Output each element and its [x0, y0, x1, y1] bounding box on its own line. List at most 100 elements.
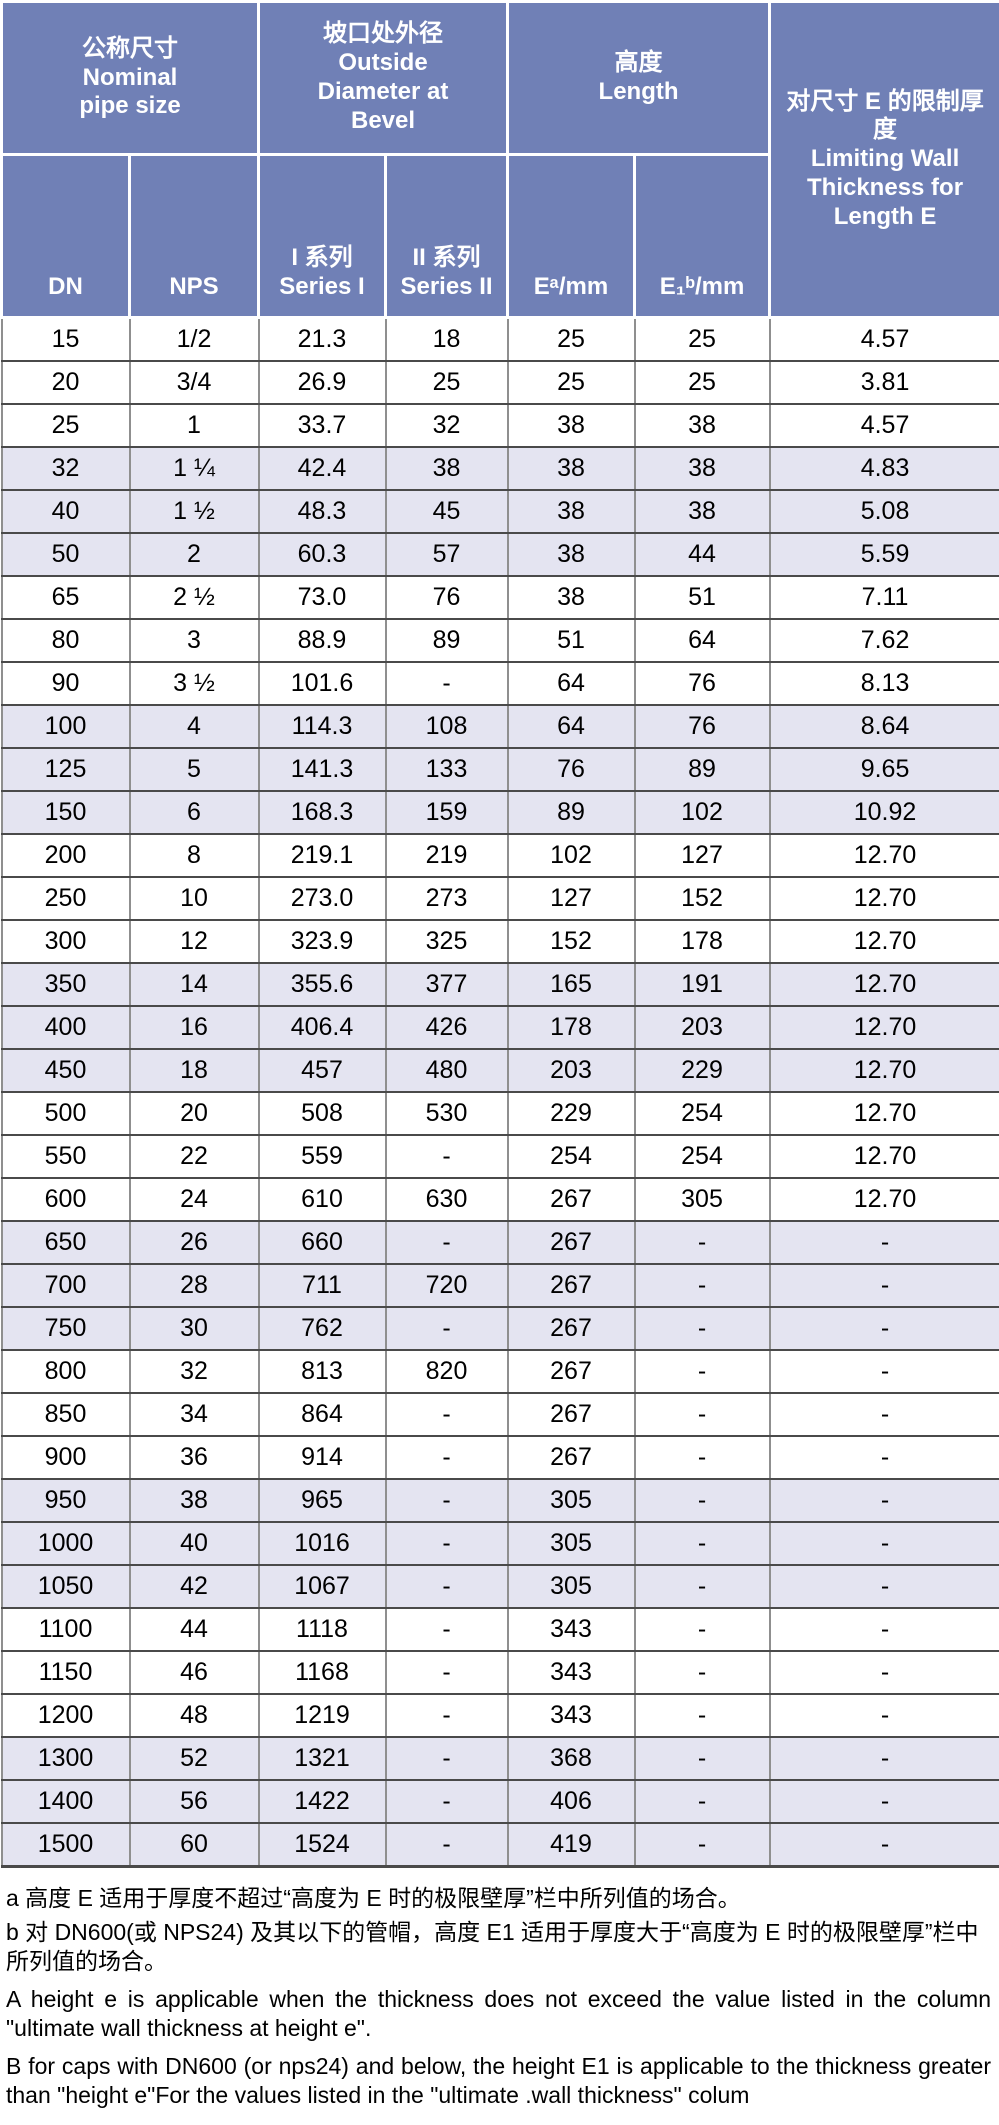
cell-series1: 864: [257, 1392, 387, 1437]
cell-dn: 25: [0, 403, 131, 448]
cell-e-mm: 102: [506, 833, 636, 878]
cell-nps: 26: [128, 1220, 260, 1265]
cell-series2: -: [384, 1693, 509, 1738]
cell-limit-thickness: -: [768, 1779, 999, 1824]
cell-series1: 1016: [257, 1521, 387, 1566]
cell-nps: 32: [128, 1349, 260, 1394]
cell-series1: 457: [257, 1048, 387, 1093]
header-outside-diameter-at-bevel: 坡口处外径 Outside Diameter at Bevel: [256, 0, 510, 156]
cell-e1-mm: -: [633, 1263, 771, 1308]
table-row: 850 34 864-267- -: [0, 1392, 999, 1437]
cell-dn: 550: [0, 1134, 131, 1179]
cell-series2: 159: [384, 790, 509, 835]
cell-e-mm: 267: [506, 1392, 636, 1437]
cell-e1-mm: 76: [633, 704, 771, 749]
cell-series1: 1219: [257, 1693, 387, 1738]
cell-limit-thickness: -: [768, 1435, 999, 1480]
cell-series2: 630: [384, 1177, 509, 1222]
cell-series1: 48.3: [257, 489, 387, 534]
cell-dn: 250: [0, 876, 131, 921]
footnote-b-en: B for caps with DN600 (or nps24) and bel…: [6, 2052, 991, 2108]
cell-nps: 2 ½: [128, 575, 260, 620]
cell-nps: 1 ½: [128, 489, 260, 534]
cell-limit-thickness: 4.57: [768, 403, 999, 448]
cell-series2: -: [384, 1134, 509, 1179]
header-sub-row: DN NPS I 系列 Series I II 系列 Series II Eᵃ/…: [0, 153, 999, 319]
cell-dn: 20: [0, 360, 131, 405]
cell-dn: 750: [0, 1306, 131, 1351]
cell-series1: 88.9: [257, 618, 387, 663]
cell-e-mm: 267: [506, 1306, 636, 1351]
cell-series2: -: [384, 1435, 509, 1480]
cell-e1-mm: -: [633, 1564, 771, 1609]
cell-series2: -: [384, 1392, 509, 1437]
cell-e-mm: 343: [506, 1693, 636, 1738]
cell-dn: 600: [0, 1177, 131, 1222]
cell-nps: 18: [128, 1048, 260, 1093]
cell-dn: 1000: [0, 1521, 131, 1566]
cell-series2: -: [384, 1220, 509, 1265]
cell-dn: 32: [0, 446, 131, 491]
cell-series1: 355.6: [257, 962, 387, 1007]
table-row: 900 36 914-267- -: [0, 1435, 999, 1480]
cell-e1-mm: 178: [633, 919, 771, 964]
cell-limit-thickness: -: [768, 1607, 999, 1652]
cell-series1: 406.4: [257, 1005, 387, 1050]
cell-nps: 1: [128, 403, 260, 448]
cell-e1-mm: 102: [633, 790, 771, 835]
subheader-e1-mm: E₁ᵇ/mm: [633, 153, 772, 319]
cell-dn: 350: [0, 962, 131, 1007]
cell-limit-thickness: 12.70: [768, 833, 999, 878]
cell-nps: 8: [128, 833, 260, 878]
table-row: 650 26 660-267- -: [0, 1220, 999, 1265]
cell-series2: 377: [384, 962, 509, 1007]
cell-nps: 52: [128, 1736, 260, 1781]
cell-dn: 400: [0, 1005, 131, 1050]
cell-limit-thickness: -: [768, 1306, 999, 1351]
cell-limit-thickness: -: [768, 1650, 999, 1695]
subheader-nps: NPS: [128, 153, 260, 319]
cell-nps: 5: [128, 747, 260, 792]
cell-series2: 325: [384, 919, 509, 964]
table-row: 200 8 219.1 219 102 127 12.70: [0, 833, 999, 878]
cell-e1-mm: -: [633, 1779, 771, 1824]
cell-series2: 133: [384, 747, 509, 792]
cell-dn: 1100: [0, 1607, 131, 1652]
cell-series2: -: [384, 1306, 509, 1351]
cell-nps: 12: [128, 919, 260, 964]
cell-series1: 101.6: [257, 661, 387, 706]
cell-series1: 323.9: [257, 919, 387, 964]
cell-series1: 610: [257, 1177, 387, 1222]
cell-e1-mm: -: [633, 1478, 771, 1523]
cell-nps: 3 ½: [128, 661, 260, 706]
cell-dn: 80: [0, 618, 131, 663]
footnote-a-en: A height e is applicable when the thickn…: [6, 1985, 991, 2041]
cell-e-mm: 305: [506, 1521, 636, 1566]
subheader-e-mm: Eᵃ/mm: [506, 153, 637, 319]
footnote-b-zh: b 对 DN600(或 NPS24) 及其以下的管帽，高度 E1 适用于厚度大于…: [6, 1918, 979, 1974]
cell-limit-thickness: 12.70: [768, 962, 999, 1007]
cell-e1-mm: -: [633, 1435, 771, 1480]
cell-dn: 1150: [0, 1650, 131, 1695]
cell-e1-mm: 89: [633, 747, 771, 792]
cell-nps: 3/4: [128, 360, 260, 405]
cell-series1: 219.1: [257, 833, 387, 878]
subheader-series-1: I 系列 Series I: [257, 153, 387, 319]
cell-limit-thickness: 10.92: [768, 790, 999, 835]
cell-limit-thickness: -: [768, 1521, 999, 1566]
cell-nps: 20: [128, 1091, 260, 1136]
table-body: 15 1/2 21.3 18 25 25 4.57 20 3/4 26.9 25 25 25 3.81 25…: [0, 316, 999, 1868]
cell-e1-mm: 25: [633, 360, 771, 405]
cell-e-mm: 38: [506, 446, 636, 491]
table-row: 25 1 33.7 32 38 38 4.57: [0, 403, 999, 448]
cell-nps: 38: [128, 1478, 260, 1523]
cell-series1: 1118: [257, 1607, 387, 1652]
table-row: 65 2 ½ 73.0 76 38 51 7.11: [0, 575, 999, 620]
cell-series2: 25: [384, 360, 509, 405]
cell-series2: 480: [384, 1048, 509, 1093]
cell-series2: -: [384, 1607, 509, 1652]
cell-e1-mm: 203: [633, 1005, 771, 1050]
cell-e1-mm: 254: [633, 1091, 771, 1136]
cell-e-mm: 178: [506, 1005, 636, 1050]
cell-limit-thickness: -: [768, 1478, 999, 1523]
